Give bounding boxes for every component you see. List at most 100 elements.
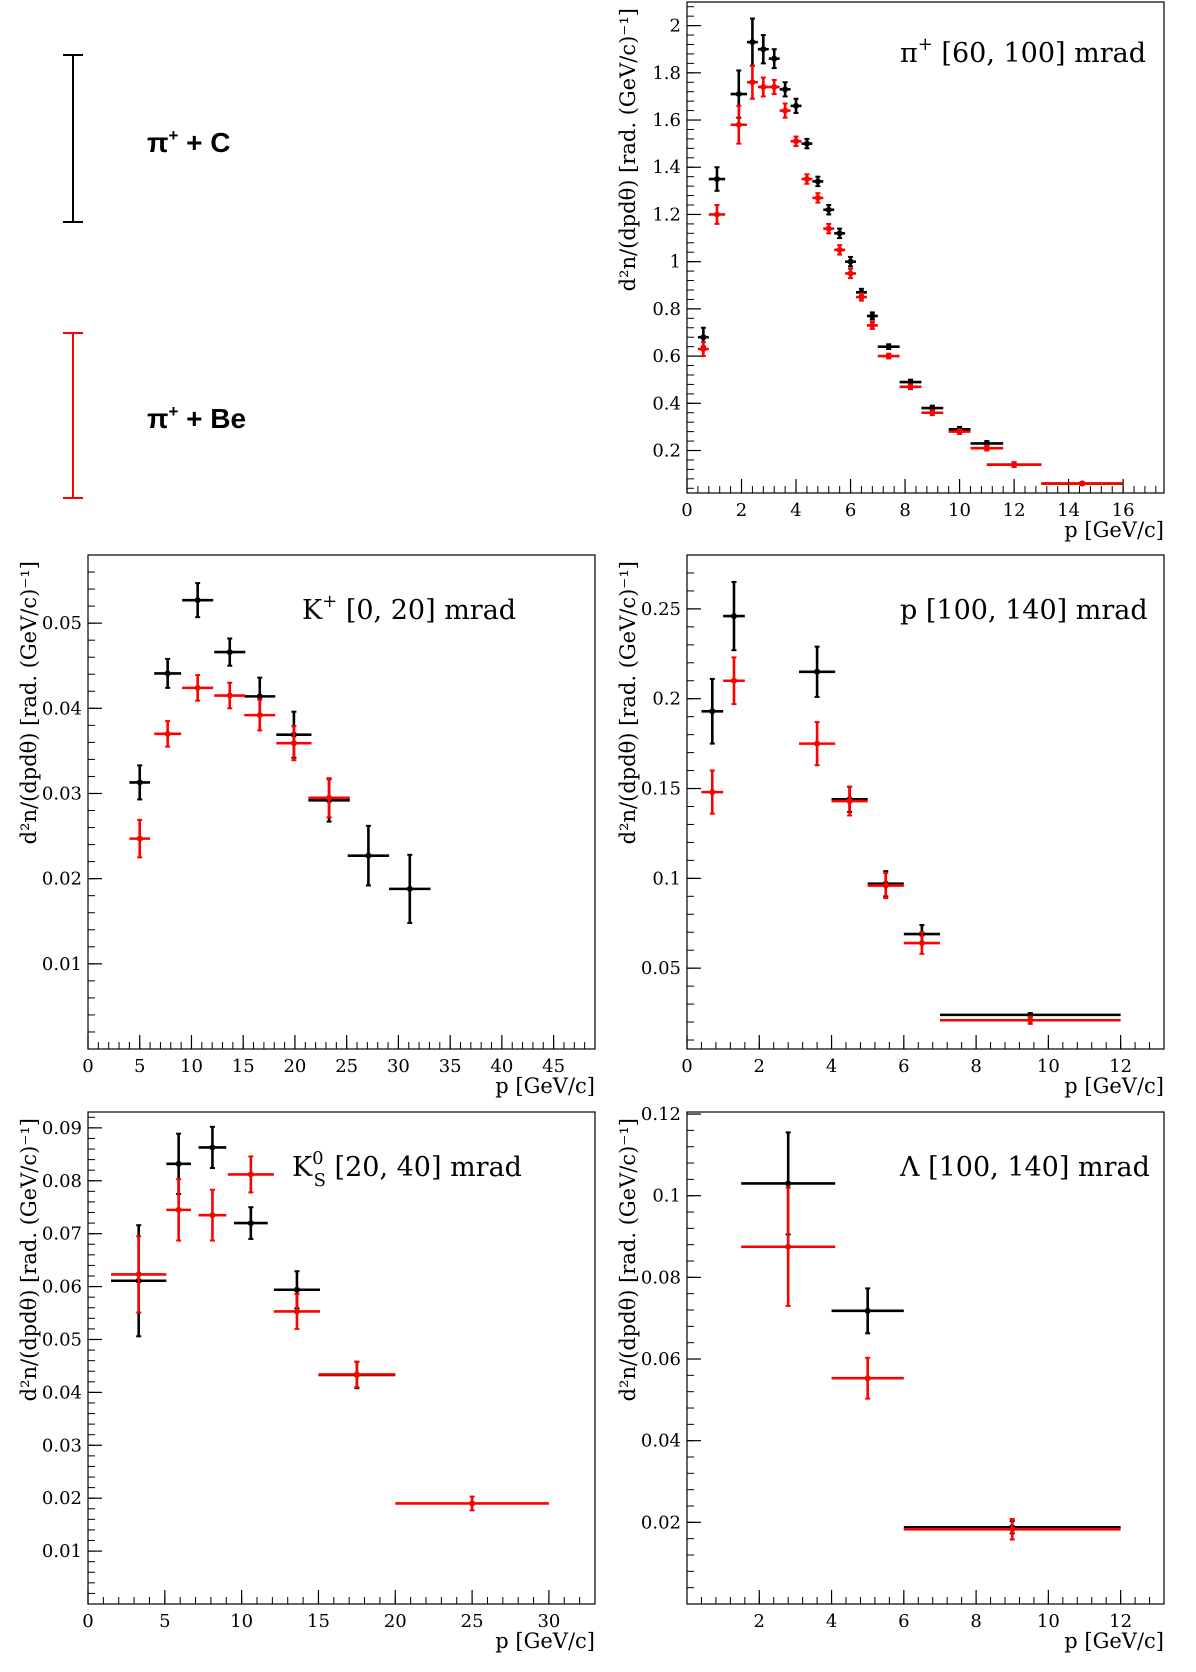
y-tick-label: 1.2 [652, 204, 681, 225]
x-tick-label: 2 [754, 1611, 765, 1632]
x-tick-label: 25 [335, 1056, 358, 1077]
x-tick-label: 25 [461, 1611, 484, 1632]
data-point [701, 677, 724, 745]
y-axis-label: d²n/(dpdθ) [rad. (GeV/c)⁻¹] [616, 8, 640, 291]
marker [864, 1375, 871, 1382]
data-point [845, 255, 856, 268]
data-point [730, 104, 747, 145]
x-tick-label: 6 [845, 500, 856, 521]
marker [749, 39, 756, 46]
marker [782, 86, 789, 93]
data-point [831, 1356, 904, 1400]
marker [735, 121, 742, 128]
data-point [768, 78, 780, 96]
y-tick-label: 0.02 [641, 1512, 681, 1533]
x-tick-label: 4 [790, 500, 801, 521]
x-tick-label: 10 [180, 1056, 203, 1077]
marker [858, 294, 865, 301]
marker [782, 107, 789, 114]
y-axis-label: d²n/(dpdθ) [rad. (GeV/c)⁻¹] [17, 1118, 41, 1401]
data-point [757, 34, 769, 65]
x-tick-label: 15 [232, 1056, 255, 1077]
marker [846, 798, 853, 805]
marker [803, 140, 810, 147]
y-tick-label: 0.05 [42, 1329, 82, 1350]
marker [247, 1171, 254, 1178]
marker [730, 613, 737, 620]
marker [194, 597, 201, 604]
x-tick-label: 40 [490, 1056, 513, 1077]
data-point [823, 222, 835, 235]
data-point [831, 785, 868, 817]
data-point [701, 769, 724, 815]
data-point [877, 343, 900, 351]
legend-beryllium-label: π+ + Be [147, 402, 246, 434]
data-point [939, 1015, 1121, 1025]
data-point [111, 1235, 167, 1314]
marker [885, 343, 892, 350]
pi-plus-panel: 0 2 4 6 8 10 12 14 16 0.2 0.4 0.6 0.8 1 1.2 1.4 1.6 1.8 2 p… [616, 1, 1165, 542]
y-axis-label: d²n/(dpdθ) [rad. (GeV/c)⁻¹] [17, 561, 41, 844]
x-tick-label: 12 [1109, 1056, 1132, 1077]
y-tick-label: 0.8 [652, 299, 681, 320]
y-tick-label: 0.08 [42, 1171, 82, 1192]
data-point [812, 192, 824, 204]
marker [194, 684, 201, 691]
x-tick-label: 10 [1037, 1611, 1060, 1632]
data-point [790, 135, 802, 147]
x-tick-label: 6 [898, 1611, 909, 1632]
data-point [697, 340, 709, 358]
marker [847, 258, 854, 265]
plot-frame [686, 1111, 1165, 1605]
data-point [921, 409, 944, 417]
series-beryllium [111, 1155, 549, 1512]
data-point [708, 166, 726, 192]
data-point [757, 76, 769, 98]
data-point [244, 698, 276, 732]
x-tick-label: 0 [82, 1611, 93, 1632]
marker [290, 740, 297, 747]
y-tick-label: 0.02 [42, 869, 82, 890]
title-superscript: 0 [312, 1148, 323, 1169]
x-tick-label: 30 [537, 1611, 560, 1632]
title-main: K [302, 595, 323, 626]
marker [929, 409, 936, 416]
marker [760, 46, 767, 53]
x-tick-label: 10 [230, 1611, 253, 1632]
y-tick-label: 0.15 [641, 779, 681, 800]
title-subscript: S [314, 1170, 326, 1191]
series-beryllium [697, 64, 1124, 487]
marker [164, 670, 171, 677]
y-tick-label: 0.6 [652, 346, 681, 367]
series-carbon [129, 582, 431, 924]
data-point [723, 656, 745, 706]
data-point [877, 352, 900, 360]
data-point [347, 824, 390, 887]
data-point [801, 173, 813, 185]
data-point [741, 1186, 836, 1307]
y-tick-label: 0.05 [42, 613, 82, 634]
x-axis-label: p [GeV/c] [1064, 1629, 1164, 1653]
y-tick-label: 0.07 [42, 1224, 82, 1245]
marker [256, 693, 263, 700]
y-tick-label: 1 [670, 252, 681, 273]
data-point [867, 871, 904, 900]
x-tick-label: 8 [899, 500, 910, 521]
data-point [708, 204, 726, 225]
marker [793, 138, 800, 145]
marker [869, 322, 876, 329]
marker [885, 353, 892, 360]
data-point [198, 1188, 227, 1242]
marker [700, 334, 707, 341]
x-tick-label: 8 [970, 1056, 981, 1077]
panel-title: π+ [60, 100] mrad [900, 34, 1146, 69]
plot-frame [686, 554, 1165, 1050]
data-point [903, 1518, 1121, 1541]
marker [864, 1307, 871, 1314]
marker [469, 1500, 476, 1507]
y-tick-label: 1.8 [652, 63, 681, 84]
marker [869, 312, 876, 319]
y-tick-label: 0.2 [652, 689, 681, 710]
x-tick-label: 2 [736, 500, 747, 521]
title-main: π [900, 38, 918, 69]
